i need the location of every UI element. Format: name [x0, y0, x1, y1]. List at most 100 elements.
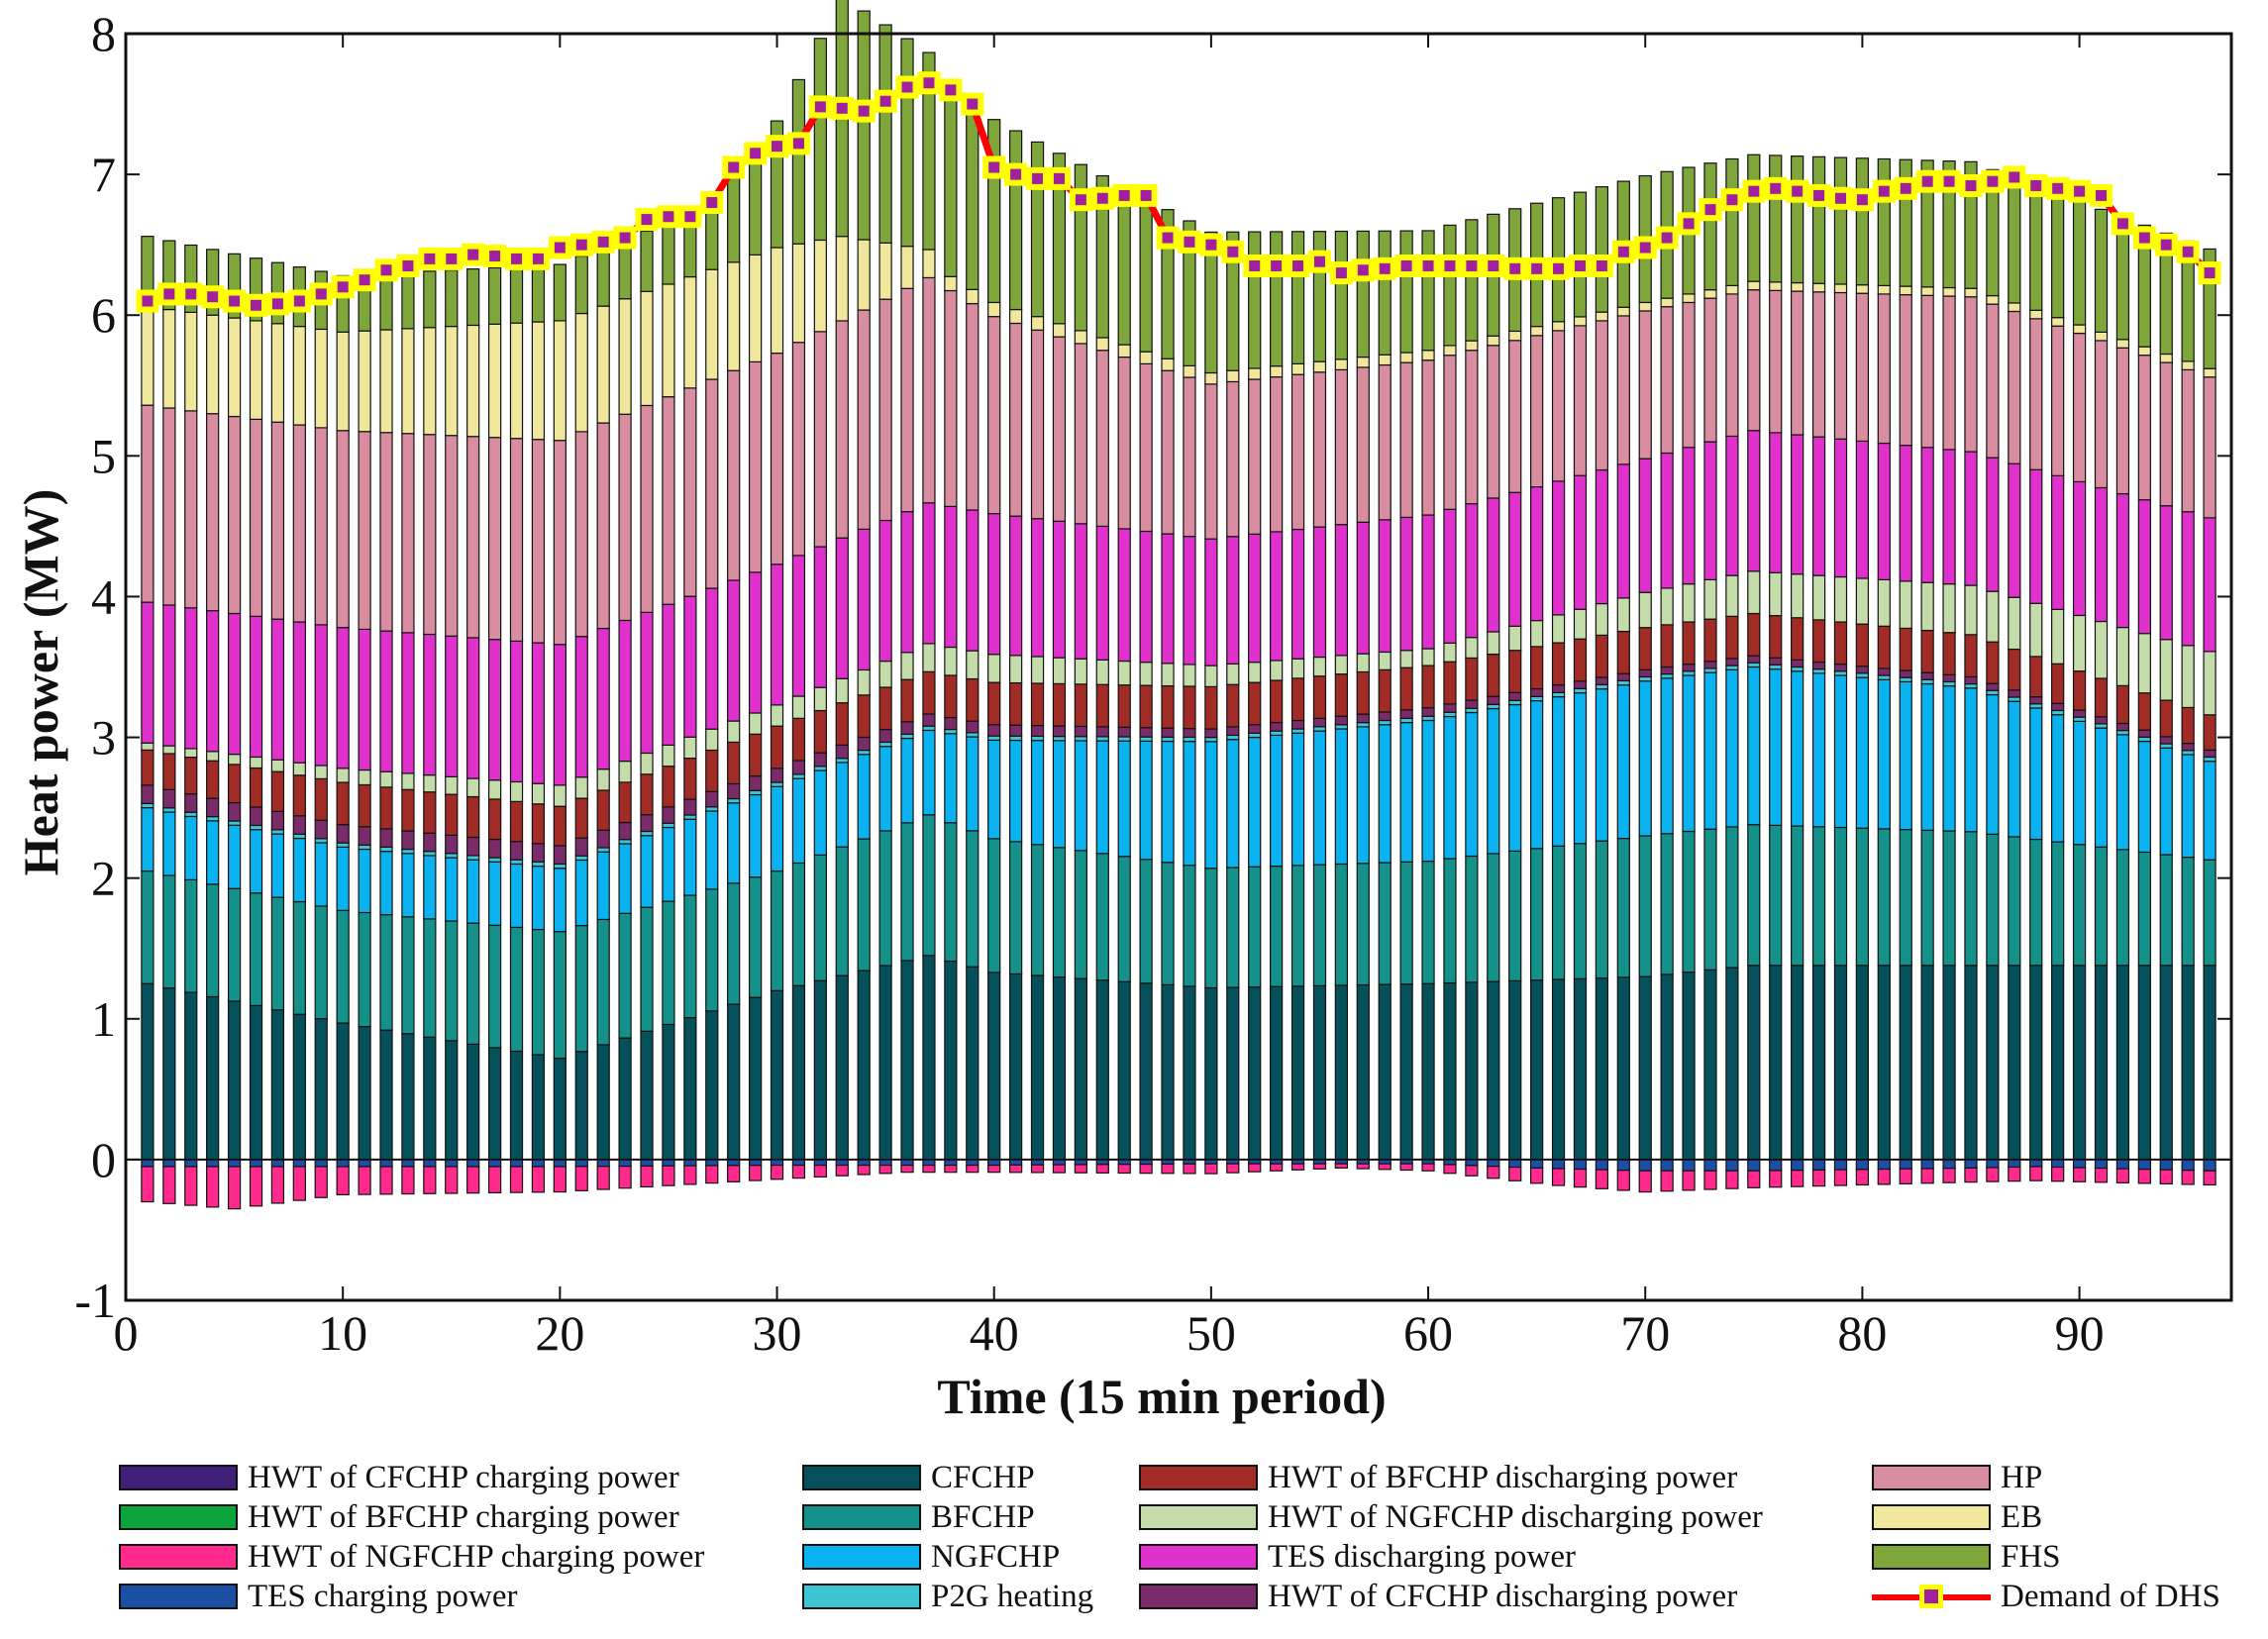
- bar-hp-t80: [1855, 292, 1870, 443]
- bar-ngfchp-t37: [922, 729, 936, 816]
- bar-hp-t84: [1942, 295, 1956, 451]
- bar-fhs-t77: [1791, 155, 1804, 284]
- bar-hwt-of-bfchp-discharging-power-t29: [748, 733, 763, 777]
- bar-hwt-of-ngfchp-charging-power-t67: [1573, 1168, 1588, 1188]
- bar-hwt-of-cfchp-discharging-power-t21: [574, 837, 588, 857]
- legend-swatch: [1872, 1504, 1991, 1530]
- bar-hwt-of-cfchp-discharging-power-t82: [1899, 669, 1912, 678]
- bar-bfchp-t25: [662, 900, 675, 1026]
- bar-cfchp-t7: [270, 1009, 285, 1161]
- bar-hp-t33: [835, 320, 849, 539]
- bar-tes-discharging-power-t83: [1920, 447, 1934, 583]
- bar-tes-discharging-power-t48: [1161, 533, 1175, 665]
- demand-marker-t72: [1677, 212, 1701, 236]
- bar-p2g-heating-t14: [423, 851, 437, 857]
- bar-hwt-of-ngfchp-discharging-power-t24: [640, 752, 654, 775]
- bar-tes-discharging-power-t39: [966, 509, 979, 652]
- bar-ngfchp-t16: [466, 859, 480, 924]
- bar-bfchp-t89: [2051, 841, 2065, 967]
- bar-tes-charging-power-t6: [249, 1159, 263, 1168]
- bar-hwt-of-cfchp-discharging-power-t77: [1791, 659, 1804, 668]
- bar-tes-discharging-power-t23: [618, 619, 632, 763]
- bar-hwt-of-bfchp-discharging-power-t25: [662, 766, 675, 808]
- y-tick-label: 5: [91, 428, 116, 483]
- bar-bfchp-t13: [401, 916, 415, 1035]
- bar-hwt-of-bfchp-discharging-power-t95: [2181, 706, 2195, 745]
- bar-ngfchp-t44: [1074, 740, 1087, 852]
- bar-hwt-of-bfchp-discharging-power-t86: [1986, 641, 2000, 684]
- bar-hwt-of-cfchp-discharging-power-t55: [1312, 717, 1327, 728]
- bar-hwt-of-bfchp-discharging-power-t2: [162, 753, 176, 790]
- bar-eb-t85: [1964, 287, 1978, 298]
- bar-p2g-heating-t54: [1290, 728, 1305, 734]
- bar-cfchp-t62: [1465, 981, 1479, 1161]
- bar-fhs-t31: [791, 78, 806, 245]
- bar-hp-t92: [2115, 347, 2130, 495]
- bar-cfchp-t18: [509, 1050, 524, 1161]
- bar-hp-t85: [1964, 296, 1978, 453]
- bar-tes-charging-power-t74: [1725, 1159, 1739, 1172]
- bar-hwt-of-ngfchp-discharging-power-t44: [1074, 658, 1087, 685]
- bar-ngfchp-t81: [1877, 678, 1891, 830]
- bar-hwt-of-bfchp-discharging-power-t24: [640, 773, 654, 816]
- bar-bfchp-t94: [2159, 854, 2173, 967]
- bar-hp-t3: [184, 410, 198, 609]
- bar-fhs-t24: [640, 230, 654, 292]
- bar-bfchp-t44: [1074, 850, 1087, 979]
- bar-bfchp-t67: [1573, 843, 1588, 979]
- bar-bfchp-t68: [1595, 840, 1609, 979]
- bar-hwt-of-ngfchp-discharging-power-t3: [184, 748, 198, 759]
- bar-eb-t79: [1833, 283, 1848, 294]
- bar-fhs-t51: [1226, 231, 1240, 371]
- demand-marker-t40: [982, 155, 1006, 179]
- bar-hwt-of-cfchp-discharging-power-t15: [445, 834, 459, 855]
- bar-fhs-t37: [922, 51, 936, 251]
- bar-eb-t29: [748, 254, 763, 362]
- bar-fhs-t36: [900, 38, 914, 248]
- bar-p2g-heating-t31: [791, 773, 806, 779]
- bar-hwt-of-bfchp-discharging-power-t84: [1942, 632, 1956, 675]
- bar-hwt-of-ngfchp-charging-power-t5: [227, 1166, 242, 1210]
- legend: HWT of CFCHP charging power HWT of BFCHP …: [119, 1460, 2268, 1628]
- bar-cfchp-t64: [1508, 979, 1522, 1161]
- bar-bfchp-t40: [987, 838, 1001, 973]
- bar-p2g-heating-t27: [705, 806, 719, 812]
- legend-item-hwt-of-cfchp-discharging-power: HWT of CFCHP discharging power: [1139, 1579, 1737, 1614]
- bar-hwt-of-ngfchp-discharging-power-t38: [944, 646, 958, 676]
- bar-ngfchp-t14: [423, 855, 437, 920]
- bar-tes-discharging-power-t55: [1312, 526, 1327, 659]
- bar-hwt-of-bfchp-discharging-power-t85: [1964, 634, 1978, 678]
- bar-hwt-of-cfchp-discharging-power-t76: [1769, 657, 1783, 666]
- bar-eb-t42: [1030, 316, 1045, 331]
- bar-p2g-heating-t46: [1117, 736, 1131, 742]
- bar-eb-t37: [922, 249, 936, 279]
- y-tick-label: -1: [74, 1273, 116, 1328]
- bar-p2g-heating-t95: [2181, 750, 2195, 756]
- bar-cfchp-t96: [2203, 965, 2216, 1161]
- demand-marker-t42: [1026, 166, 1050, 190]
- bar-eb-t52: [1248, 367, 1262, 380]
- bar-hwt-of-ngfchp-charging-power-t43: [1052, 1164, 1067, 1174]
- bar-bfchp-t29: [748, 876, 763, 998]
- bar-hwt-of-ngfchp-charging-power-t64: [1508, 1166, 1522, 1181]
- bar-fhs-t73: [1703, 162, 1717, 291]
- x-tick-label: 60: [1403, 1305, 1453, 1361]
- bar-hwt-of-cfchp-discharging-power-t23: [618, 821, 632, 841]
- bar-cfchp-t83: [1920, 965, 1934, 1161]
- bar-hwt-of-ngfchp-charging-power-t54: [1290, 1163, 1305, 1171]
- bar-hp-t39: [966, 302, 979, 511]
- bar-eb-t91: [2094, 331, 2109, 342]
- demand-marker-t3: [179, 282, 203, 306]
- bar-tes-discharging-power-t13: [401, 632, 415, 774]
- bar-eb-t77: [1791, 281, 1804, 292]
- bar-hwt-of-cfchp-discharging-power-t67: [1573, 680, 1588, 689]
- bar-ngfchp-t22: [596, 851, 610, 921]
- bar-hwt-of-ngfchp-discharging-power-t89: [2051, 608, 2065, 665]
- demand-marker-t66: [1547, 256, 1571, 280]
- bar-hwt-of-cfchp-discharging-power-t59: [1399, 709, 1413, 719]
- bar-hwt-of-ngfchp-discharging-power-t65: [1530, 619, 1544, 648]
- bar-hwt-of-ngfchp-discharging-power-t95: [2181, 645, 2195, 709]
- bar-fhs-t52: [1248, 231, 1262, 369]
- bar-ngfchp-t38: [944, 733, 958, 824]
